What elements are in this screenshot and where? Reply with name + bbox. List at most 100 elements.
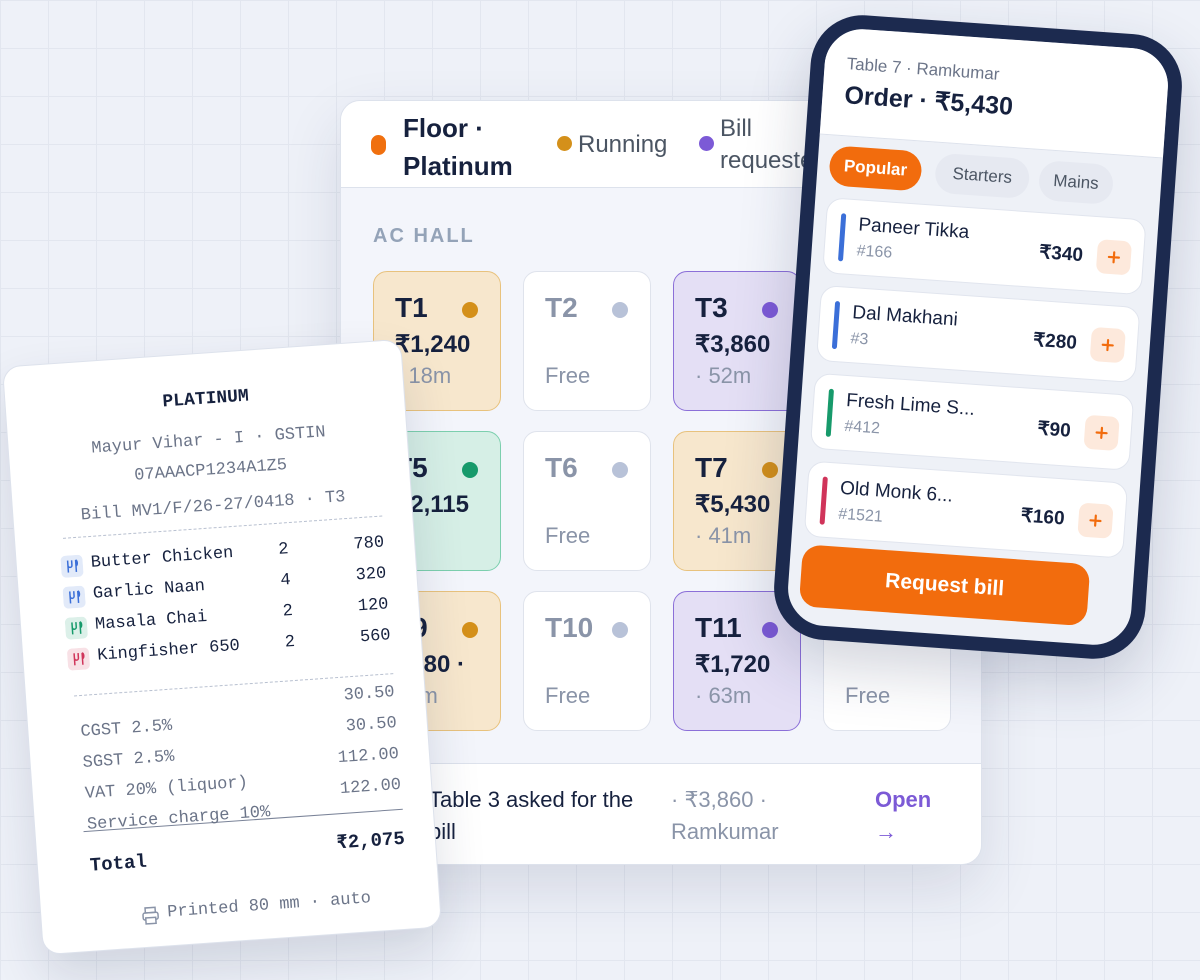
table-name: T2: [545, 292, 578, 323]
table-name: T10: [545, 612, 594, 643]
table-name: T11: [695, 612, 742, 643]
tax-name: Service charge 10%: [86, 803, 271, 835]
item-icon: [64, 616, 89, 645]
alert-bar: Table 3 asked for the bill · ₹3,860 · Ra…: [341, 763, 981, 864]
tax-amount: 112.00: [337, 744, 400, 769]
phone: Table 7 · Ramkumar Order · ₹5,430 Reques…: [770, 11, 1186, 663]
table-amount: ₹5,430: [695, 491, 771, 518]
status-dot: [762, 622, 778, 638]
item-name: Kingfisher 650: [96, 636, 241, 666]
item-name: Fresh Lime S...: [845, 389, 976, 420]
tab[interactable]: Popular: [828, 145, 923, 192]
item-name: Paneer Tikka: [857, 214, 970, 244]
receipt-title: PLATINUM: [161, 386, 250, 413]
table-amount: Free: [545, 523, 591, 548]
table-tile[interactable]: T11 ₹1,720 · 63m: [673, 591, 801, 731]
item-icon: [67, 647, 91, 676]
item-name: Garlic Naan: [92, 577, 206, 604]
item-price: ₹280: [1032, 329, 1078, 354]
table-name: T7: [695, 452, 728, 483]
legend-dot: [699, 136, 714, 151]
item-stripe: [831, 300, 841, 350]
item-icon: [62, 585, 86, 614]
table-name: T3: [695, 292, 728, 323]
table-tile[interactable]: T2 Free: [523, 271, 651, 411]
item-amount: 560: [359, 626, 392, 648]
status-dot: [462, 302, 478, 318]
item-qty: 2: [277, 540, 290, 560]
table-name: T6: [545, 452, 578, 483]
table-amount: ₹1,240: [395, 331, 471, 358]
menu-item: Old Monk 6... #1521 ₹160: [803, 460, 1129, 559]
item-qty: 2: [282, 601, 294, 622]
table-name: T1: [395, 292, 428, 323]
status-dot: [612, 462, 628, 478]
item-stripe: [819, 476, 828, 525]
menu-item: Paneer Tikka #166 ₹340: [822, 197, 1147, 296]
item-amount: 780: [352, 533, 385, 555]
item-name: Butter Chicken: [90, 544, 234, 573]
printer-icon: [142, 906, 159, 925]
menu-item: Fresh Lime S... #412 ₹90: [809, 372, 1135, 471]
request-bill-button[interactable]: Request bill: [798, 544, 1091, 627]
table-amount: ₹3,860: [695, 331, 771, 358]
section-label: AC HALL: [373, 225, 475, 247]
tab[interactable]: Starters: [933, 152, 1031, 200]
receipt: PLATINUM Mayur Vihar - I · GSTIN 07AAACP…: [1, 338, 443, 956]
legend-label: Running: [578, 131, 668, 158]
tax-name: CGST 2.5%: [79, 716, 173, 743]
table-tile[interactable]: T3 ₹3,860 · 52m: [673, 271, 801, 411]
add-button[interactable]: [1089, 326, 1126, 364]
table-tile[interactable]: T1 ₹1,240 · 18m: [373, 271, 501, 411]
tab[interactable]: Mains: [1037, 159, 1115, 205]
table-amount: ₹1,720: [695, 651, 771, 678]
add-button[interactable]: [1083, 414, 1120, 452]
receipt-footer: Printed 80 mm · auto: [166, 889, 372, 923]
item-icon: [60, 554, 84, 584]
legend-dot: [557, 136, 572, 151]
floor-icon: [371, 135, 386, 155]
tax-amount: 30.50: [343, 683, 396, 706]
add-button[interactable]: [1095, 239, 1133, 276]
item-qty: 2: [284, 632, 296, 653]
add-button[interactable]: [1077, 502, 1114, 539]
tax-amount: 122.00: [339, 775, 402, 800]
item-code: #412: [843, 417, 881, 438]
item-amount: 320: [355, 564, 387, 586]
item-price: ₹160: [1020, 505, 1066, 530]
alert-meta: · ₹3,860 · Ramkumar: [671, 787, 779, 844]
open-link[interactable]: Open →: [875, 787, 932, 844]
item-name: Dal Makhani: [851, 302, 959, 331]
item-name: Old Monk 6...: [839, 477, 954, 507]
menu-item: Dal Makhani #3 ₹280: [815, 284, 1141, 384]
alert-text: Table 3 asked for the bill: [429, 787, 634, 844]
table-time: · 52m: [695, 363, 752, 388]
table-tile[interactable]: T6 Free: [523, 431, 651, 571]
total-value: ₹2,075: [335, 827, 406, 855]
item-code: #1521: [837, 505, 884, 526]
table-amount: Free: [545, 363, 591, 388]
item-price: ₹340: [1038, 242, 1084, 267]
total-label: Total: [89, 850, 148, 877]
table-time: · 41m: [695, 523, 752, 548]
item-qty: 4: [279, 571, 292, 591]
table-time: · 63m: [695, 683, 752, 708]
item-name: Masala Chai: [94, 607, 208, 635]
receipt-bill: Bill MV1/F/26-27/0418 · T3: [80, 488, 347, 526]
status-dot: [762, 302, 778, 318]
item-stripe: [825, 388, 835, 437]
item-amount: 120: [357, 595, 390, 617]
status-dot: [762, 462, 778, 478]
status-dot: [462, 622, 478, 638]
status-dot: [462, 462, 478, 478]
status-dot: [612, 302, 628, 318]
table-amount: Free: [545, 683, 591, 708]
tax-name: VAT 20% (liquor): [84, 773, 249, 804]
floor-title: Floor · Platinum: [403, 113, 513, 181]
item-code: #3: [849, 330, 869, 349]
tax-name: SGST 2.5%: [82, 747, 176, 773]
table-amount: Free: [845, 683, 891, 708]
table-tile[interactable]: T10 Free: [523, 591, 651, 731]
item-code: #166: [856, 242, 893, 262]
